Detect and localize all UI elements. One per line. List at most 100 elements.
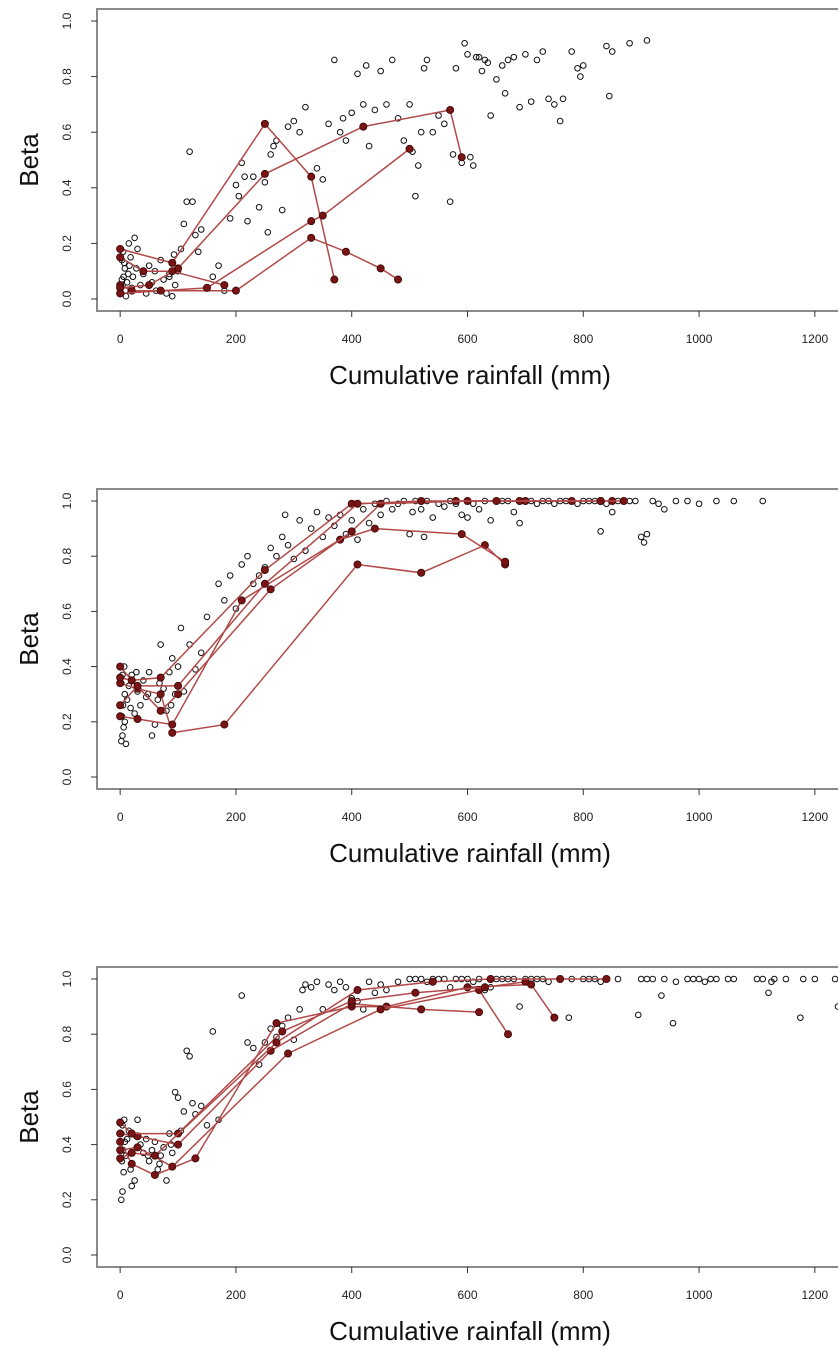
scatter-point [441, 120, 448, 128]
scatter-point [124, 270, 132, 278]
x-tick-label: 400 [342, 332, 362, 346]
scatter-point [759, 975, 767, 983]
trajectory-point [307, 172, 316, 181]
scatter-point [527, 98, 535, 105]
trajectory-point [116, 244, 125, 253]
scatter-point [209, 273, 217, 281]
scatter-point [121, 718, 129, 726]
scatter-point [264, 228, 272, 236]
scatter-point [516, 103, 523, 111]
scatter-point [449, 151, 457, 158]
scatter-point [423, 56, 431, 64]
scatter-point [724, 975, 732, 983]
trajectory-line-3 [120, 989, 509, 1168]
trajectory-point [156, 286, 165, 295]
scatter-point [244, 552, 251, 560]
scatter-point [409, 508, 416, 516]
scatter-point [510, 53, 518, 61]
trajectory-point [260, 119, 269, 128]
trajectory-point [116, 1129, 125, 1138]
scatter-point [417, 505, 425, 513]
scatter-point [120, 1168, 127, 1176]
scatter-point [429, 128, 437, 136]
scatter-point [831, 975, 838, 983]
scatter-point [713, 497, 720, 505]
y-tick-label: 1.0 [60, 970, 74, 987]
scatter-point [156, 1160, 163, 1168]
scatter-point [606, 92, 613, 100]
scatter-point [167, 701, 175, 709]
trajectory-point [260, 566, 269, 575]
scatter-point [171, 1088, 179, 1096]
scatter-point [643, 530, 651, 538]
scatter-point [559, 95, 567, 103]
scatter-point [120, 724, 127, 731]
trajectory-point [556, 975, 565, 984]
scatter-point [177, 245, 185, 253]
scatter-point [475, 53, 483, 61]
scatter-point [695, 500, 703, 508]
scatter-point [797, 1014, 804, 1021]
scatter-point [467, 153, 474, 161]
scatter-point [406, 530, 413, 538]
x-tick-label: 800 [573, 332, 593, 346]
scatter-point [475, 505, 483, 513]
scatter-point [171, 281, 179, 289]
scatter-point [145, 668, 153, 676]
scatter-point [296, 517, 303, 524]
scatter-point [689, 975, 697, 983]
scatter-point [658, 992, 665, 999]
scatter-point [342, 983, 350, 991]
trajectory-point [376, 264, 385, 273]
trajectory-point [116, 1154, 125, 1163]
scatter-point [137, 701, 144, 709]
scatter-point [244, 1039, 251, 1046]
trajectory-point [284, 1049, 293, 1058]
scatter-point [417, 975, 425, 983]
trajectory-point [341, 247, 350, 256]
scatter-point [128, 1182, 136, 1190]
scatter-point [637, 975, 645, 983]
scatter-point [643, 37, 651, 44]
scatter-point [597, 528, 604, 535]
scatter-point [331, 986, 338, 994]
trajectory-point [133, 1143, 142, 1152]
scatter-point [284, 541, 292, 549]
scatter-point [487, 112, 494, 119]
scatter-point [299, 986, 306, 994]
x-tick-label: 200 [226, 810, 246, 824]
trajectory-point [174, 690, 183, 699]
scatter-point [197, 226, 205, 233]
trajectory-point [550, 1013, 559, 1022]
scatter-point [461, 39, 468, 47]
scatter-point [429, 514, 437, 521]
trajectory-point [191, 1154, 200, 1163]
trajectory-point [231, 286, 240, 295]
trajectory-point [139, 267, 148, 276]
scatter-point [669, 1019, 677, 1027]
trajectory-point [347, 997, 356, 1006]
scatter-point [125, 240, 133, 247]
scatter-point [325, 981, 332, 988]
scatter-point [359, 101, 367, 108]
x-axis-label: Cumulative rainfall (mm) [329, 1316, 611, 1346]
scatter-point [730, 975, 738, 983]
scatter-point [148, 732, 156, 739]
scatter-point [313, 508, 321, 516]
scatter-point [163, 1177, 170, 1184]
x-tick-label: 800 [573, 1288, 593, 1302]
scatter-point [516, 1003, 523, 1010]
trajectory-point [116, 673, 125, 682]
scatter-point [510, 508, 518, 516]
scatter-point [661, 505, 668, 513]
scatter-point [441, 503, 448, 510]
scatter-point [348, 517, 356, 524]
scatter-point [377, 981, 384, 988]
scatter-point [551, 500, 558, 508]
scatter-point [383, 101, 390, 108]
trajectory-point [116, 289, 125, 298]
trajectory-point [168, 1162, 177, 1171]
data-layer [116, 975, 838, 1204]
scatter-point [122, 740, 130, 748]
